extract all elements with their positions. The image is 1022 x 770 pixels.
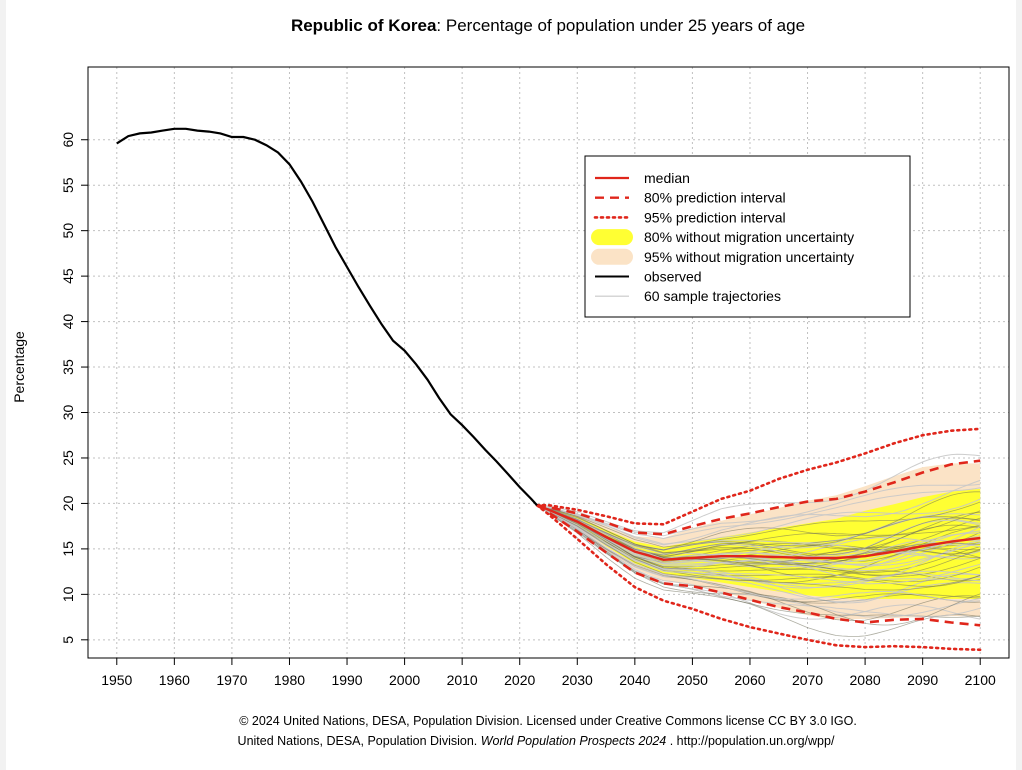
credit-publication: World Population Prospects 2024 (481, 734, 667, 748)
median-line (536, 504, 981, 562)
legend-item-traj: 60 sample trajectories (595, 288, 781, 304)
y-tick-label: 50 (60, 223, 76, 239)
pi80-lower-line (536, 504, 981, 627)
x-tick-label: 1970 (216, 672, 247, 688)
sample-trajectory (536, 504, 981, 554)
y-tick-label: 55 (60, 177, 76, 193)
legend-item-nomig80: 80% without migration uncertainty (591, 229, 854, 246)
series-lines (116, 127, 982, 652)
title-subject: : Percentage of population under 25 year… (436, 16, 805, 35)
y-tick-label: 30 (60, 405, 76, 421)
observed-line (116, 127, 538, 506)
sample-trajectory (536, 504, 981, 587)
legend-item-observed: observed (595, 269, 702, 285)
y-tick-label: 45 (60, 268, 76, 284)
x-tick-label: 2060 (734, 672, 765, 688)
x-tick-label: 2100 (965, 672, 996, 688)
sample-trajectory (536, 498, 981, 545)
legend-label: 95% prediction interval (644, 209, 786, 225)
x-axis: 1950 1960 1970 1980 1990 2000 2010 2020 2030 2040… (101, 657, 996, 688)
legend: median 80% prediction interval 95% predict… (584, 155, 911, 318)
legend-item-nomig95: 95% without migration uncertainty (591, 248, 854, 265)
x-tick-label: 2070 (792, 672, 823, 688)
y-tick-label: 35 (60, 359, 76, 375)
y-tick-label: 60 (60, 132, 76, 148)
sample-trajectory (536, 504, 981, 626)
y-tick-label: 5 (60, 636, 76, 644)
x-tick-label: 2090 (907, 672, 938, 688)
chart-svg: Republic of Korea: Percentage of populat… (11, 16, 1010, 748)
x-tick-label: 2050 (677, 672, 708, 688)
sample-trajectory (536, 504, 981, 576)
x-tick-label: 1980 (274, 672, 305, 688)
credit-source: United Nations, DESA, Population Divisio… (238, 734, 481, 748)
sample-trajectory (536, 504, 981, 603)
legend-label: median (644, 170, 690, 186)
y-tick-label: 15 (60, 541, 76, 557)
legend-label: 95% without migration uncertainty (644, 249, 854, 265)
credit-url: . http://population.un.org/wpp/ (666, 734, 835, 748)
legend-item-pi80: 80% prediction interval (595, 190, 786, 206)
sample-trajectory (536, 501, 981, 548)
legend-label: 80% prediction interval (644, 190, 786, 206)
sample-trajectory (536, 504, 981, 591)
x-tick-label: 2080 (850, 672, 881, 688)
x-tick-label: 2040 (619, 672, 650, 688)
y-axis-label: Percentage (11, 331, 27, 403)
legend-item-median: median (595, 170, 690, 186)
x-tick-label: 2030 (562, 672, 593, 688)
sample-trajectory (536, 504, 981, 602)
credit-line-2: United Nations, DESA, Population Divisio… (238, 734, 835, 748)
x-tick-label: 2020 (504, 672, 535, 688)
sample-trajectory (536, 504, 981, 580)
sample-trajectory (536, 504, 981, 585)
legend-label: 80% without migration uncertainty (644, 229, 854, 245)
sample-trajectory (536, 504, 981, 568)
legend-box (584, 155, 911, 318)
x-tick-label: 1960 (159, 672, 190, 688)
x-tick-label: 2000 (389, 672, 420, 688)
y-tick-label: 25 (60, 450, 76, 466)
pi95-lower-line (535, 503, 982, 652)
legend-label: observed (644, 269, 702, 285)
x-tick-label: 1990 (331, 672, 362, 688)
credit-line-1: © 2024 United Nations, DESA, Population … (239, 714, 857, 728)
grid (88, 67, 1009, 658)
x-tick-label: 1950 (101, 672, 132, 688)
y-tick-label: 20 (60, 495, 76, 511)
y-axis: 5 10 15 20 25 30 35 40 45 50 55 60 (60, 132, 89, 644)
chart-frame: Republic of Korea: Percentage of populat… (6, 0, 1016, 770)
chart-title: Republic of Korea: Percentage of populat… (291, 16, 805, 35)
y-tick-label: 40 (60, 314, 76, 330)
x-tick-label: 2010 (447, 672, 478, 688)
sample-trajectory (536, 504, 981, 551)
sample-trajectory (536, 487, 981, 540)
title-country: Republic of Korea (291, 16, 437, 35)
pi95-upper-line (535, 427, 982, 526)
legend-label: 60 sample trajectories (644, 288, 781, 304)
legend-item-pi95: 95% prediction interval (593, 209, 786, 225)
sample-trajectory (536, 504, 981, 637)
y-tick-label: 10 (60, 586, 76, 602)
pi80-upper-line (536, 459, 981, 536)
